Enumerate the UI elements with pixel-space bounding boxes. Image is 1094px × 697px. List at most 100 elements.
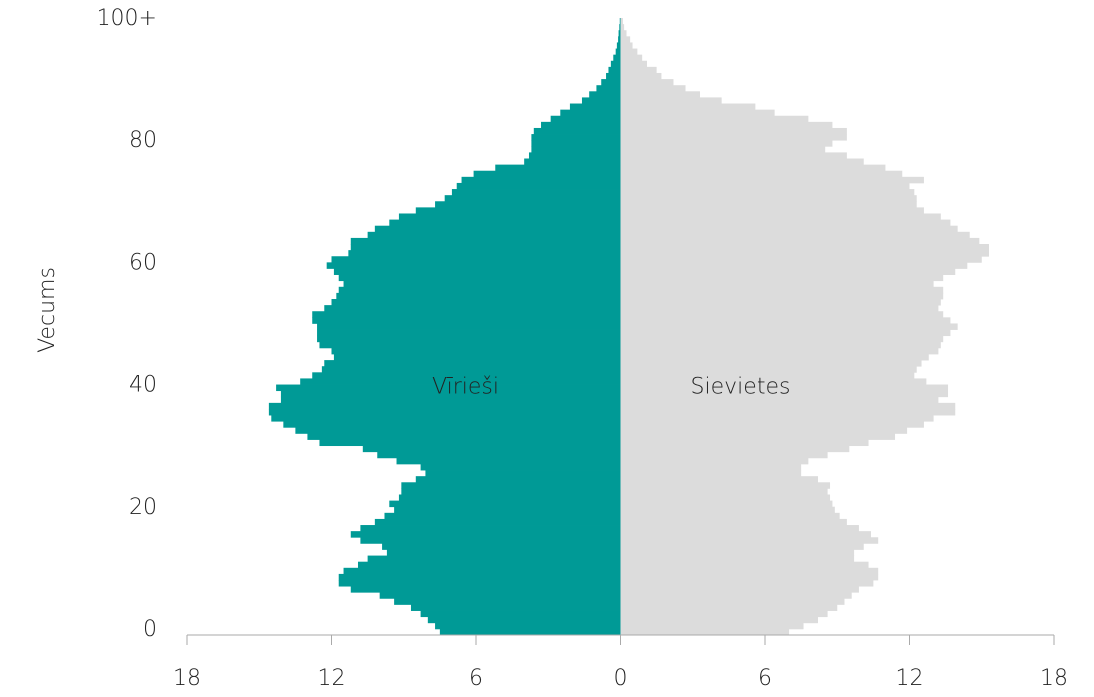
bar (620, 427, 908, 434)
bar (374, 225, 621, 233)
bar (550, 115, 621, 123)
y-axis-label: Vecums (35, 267, 60, 353)
bar (451, 189, 621, 196)
bar (420, 610, 621, 618)
bar (333, 268, 621, 275)
bar (495, 164, 621, 172)
bar (620, 433, 896, 440)
bar (461, 176, 621, 184)
bar (435, 201, 621, 208)
bar (620, 97, 722, 104)
bar (620, 457, 809, 465)
bar (620, 561, 869, 569)
bar (425, 470, 621, 477)
bar (620, 518, 847, 526)
bar (401, 482, 621, 489)
y-tick-label: 0 (143, 617, 157, 642)
bar (610, 60, 621, 68)
bar (620, 286, 944, 294)
bar (620, 317, 951, 324)
series-label: Vīrieši (432, 375, 499, 400)
bar (435, 622, 621, 630)
series-label: Sievietes (691, 375, 791, 400)
bar (367, 231, 621, 239)
bar (616, 42, 621, 49)
bar (401, 488, 621, 495)
bar (620, 421, 924, 428)
bar (362, 445, 621, 453)
bar (620, 115, 809, 123)
bar (620, 622, 804, 630)
bar (620, 408, 956, 416)
bar (620, 415, 934, 422)
bar (620, 488, 828, 495)
x-tick-label: 12 (896, 666, 924, 691)
bar (396, 457, 621, 465)
bar (620, 470, 802, 477)
bar (620, 152, 847, 159)
bar (331, 299, 621, 306)
bar (343, 280, 621, 288)
bar (620, 525, 859, 532)
bar (620, 292, 944, 300)
bar (620, 549, 855, 556)
bar (620, 72, 662, 80)
bar (619, 18, 621, 25)
x-tick-label: 0 (614, 666, 628, 691)
bar (398, 494, 621, 502)
bar (620, 256, 982, 263)
bar (357, 561, 621, 569)
bar (608, 66, 621, 74)
x-tick-label: 6 (758, 666, 772, 691)
bar (620, 134, 847, 141)
bar (620, 512, 840, 520)
bar (601, 79, 621, 86)
bar (620, 329, 951, 337)
bar (569, 103, 621, 111)
bar (620, 66, 657, 74)
bar (620, 299, 941, 306)
bar (618, 36, 621, 43)
bar (620, 219, 951, 227)
bar (620, 268, 956, 275)
bar (427, 616, 621, 624)
bar (620, 176, 924, 184)
bar (620, 164, 886, 172)
bar (415, 207, 621, 214)
bar (312, 317, 621, 324)
bar (317, 335, 621, 343)
bar (473, 170, 621, 178)
bar (386, 549, 621, 556)
bar (620, 555, 855, 563)
bar (350, 244, 621, 251)
bar (389, 500, 621, 508)
bar (620, 30, 627, 37)
bar (360, 537, 621, 544)
bar (360, 525, 621, 532)
bar (560, 109, 621, 117)
bar (394, 598, 621, 605)
bar (620, 543, 864, 550)
bar (377, 451, 621, 459)
bar (338, 580, 621, 587)
bar (312, 372, 621, 379)
bar (456, 182, 621, 190)
bar (620, 231, 970, 239)
bar (620, 109, 775, 117)
bar (336, 292, 621, 300)
bar (324, 305, 621, 312)
bar (620, 500, 833, 508)
bar (606, 72, 621, 80)
bar (620, 244, 989, 251)
bar (300, 378, 621, 385)
bar (620, 274, 944, 282)
bar (620, 531, 871, 538)
bar (620, 36, 631, 43)
bar (620, 402, 956, 410)
bar (394, 506, 621, 514)
bar (620, 378, 927, 385)
bar (620, 54, 643, 62)
bar (420, 463, 621, 471)
